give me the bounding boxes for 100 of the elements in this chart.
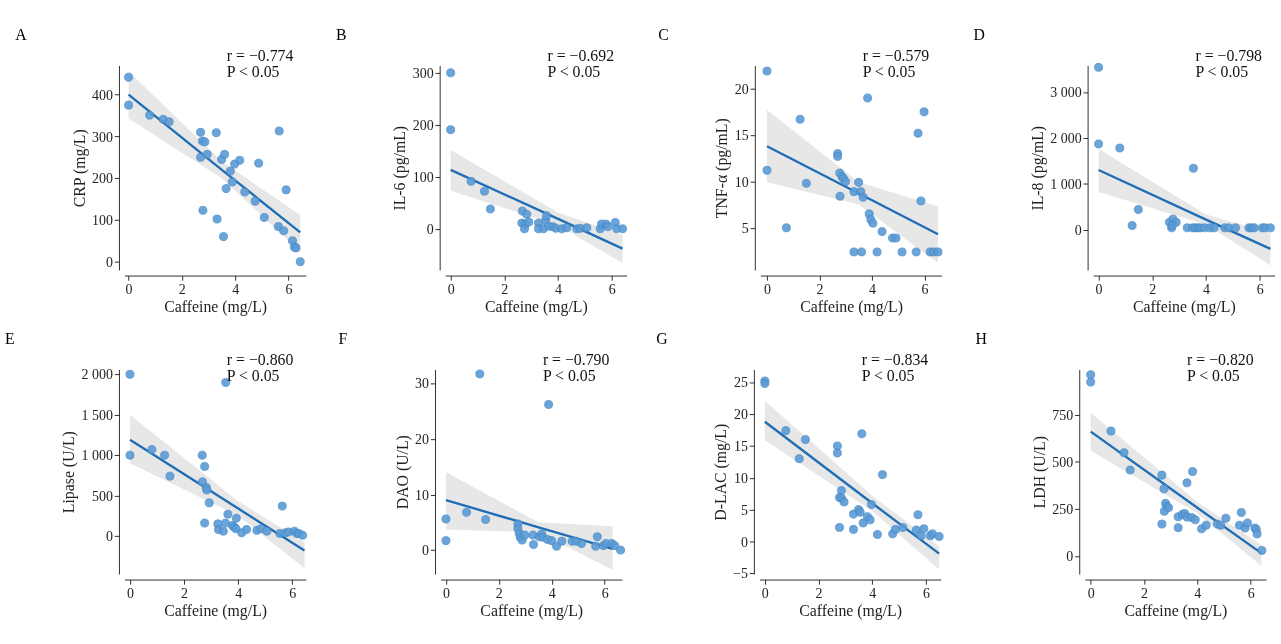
y-tick-label: 3 000: [1050, 85, 1082, 101]
y-tick-label: 200: [412, 118, 434, 134]
annotation: P < 0.05: [862, 62, 916, 80]
x-axis-title: Caffeine (mg/L): [1132, 298, 1236, 317]
x-tick-label: 0: [442, 585, 450, 601]
text: r = −0.798: [1195, 46, 1263, 64]
annotation: P < 0.05: [226, 366, 280, 384]
chart-title: A: [15, 26, 28, 44]
x-tick-label: 2: [501, 281, 509, 297]
chart-title: E: [4, 330, 15, 348]
x-tick-label: 2: [815, 585, 823, 601]
y-axis-title: Lipase (U/L): [60, 431, 79, 514]
x-tick-label: 4: [235, 585, 243, 601]
y-tick-label: 30: [415, 376, 430, 392]
x-tick-label: 0: [763, 281, 771, 297]
chart-title: H: [975, 330, 988, 348]
x-tick-label: 0: [125, 281, 133, 297]
x-tick-label: 0: [1087, 585, 1095, 601]
text: r = −0.834: [861, 350, 929, 368]
y-tick-label: 10: [734, 174, 749, 190]
x-tick-label: 6: [921, 281, 929, 297]
text: r = −0.692: [547, 46, 615, 64]
x-tick-label: 6: [1247, 585, 1255, 601]
x-axis-title: Caffeine (mg/L): [1124, 602, 1228, 621]
y-axis-title: LDH (U/L): [1030, 436, 1049, 509]
text: r = −0.790: [542, 350, 610, 368]
y-tick-label: 0: [740, 534, 748, 550]
y-tick-label: 1 500: [81, 407, 113, 423]
annotation: P < 0.05: [1195, 62, 1249, 80]
x-axis-title: Caffeine (mg/L): [800, 298, 903, 317]
y-tick-label: 5: [741, 220, 749, 236]
annotation: P < 0.05: [861, 366, 915, 384]
y-tick-label: 300: [412, 65, 434, 81]
y-tick-label: 1 000: [81, 448, 113, 464]
y-tick-label: 100: [412, 170, 434, 186]
x-tick-label: 6: [285, 281, 293, 297]
x-tick-label: 6: [289, 585, 297, 601]
y-tick-label: 0: [1066, 549, 1074, 565]
x-tick-label: 0: [761, 585, 769, 601]
x-tick-label: 0: [1095, 281, 1103, 297]
y-tick-label: 5: [740, 502, 748, 518]
x-axis-title: Caffeine (mg/L): [164, 602, 268, 621]
x-tick-label: 4: [232, 281, 240, 297]
y-tick-label: 20: [734, 81, 749, 97]
x-axis-title: Caffeine (mg/L): [484, 298, 588, 317]
y-tick-label: −5: [733, 566, 748, 582]
text: r = −0.860: [226, 350, 294, 368]
text: r = −0.579: [862, 46, 930, 64]
x-tick-label: 2: [1141, 585, 1149, 601]
text: r = −0.774: [226, 46, 294, 64]
x-tick-label: 6: [922, 585, 930, 601]
x-tick-label: 4: [1202, 281, 1210, 297]
x-tick-label: 0: [126, 585, 134, 601]
y-axis-title: D-LAC (mg/L): [711, 423, 730, 521]
chart-title: D: [973, 26, 985, 44]
x-tick-label: 2: [181, 585, 189, 601]
x-axis-title: Caffeine (mg/L): [164, 298, 268, 317]
y-tick-label: 0: [105, 529, 113, 545]
x-axis-title: Caffeine (mg/L): [480, 602, 584, 621]
y-tick-label: 15: [734, 128, 749, 144]
text: r = −0.820: [1187, 350, 1254, 368]
y-axis-title: CRP (mg/L): [70, 129, 89, 208]
y-tick-label: 20: [415, 432, 430, 448]
y-tick-label: 0: [105, 254, 113, 270]
y-tick-label: 0: [1074, 222, 1082, 238]
y-axis-title: TNF-α (pg/mL): [713, 118, 732, 219]
x-axis-title: Caffeine (mg/L): [799, 602, 902, 621]
x-tick-label: 2: [495, 585, 503, 601]
annotation: P < 0.05: [1187, 366, 1240, 384]
y-tick-label: 0: [422, 543, 430, 559]
y-tick-label: 1 000: [1050, 176, 1082, 192]
y-tick-label: 200: [92, 171, 113, 187]
annotation: P < 0.05: [226, 62, 280, 80]
y-axis-title: IL-8 (pg/mL): [1028, 125, 1047, 211]
y-tick-label: 750: [1052, 407, 1074, 423]
y-tick-label: 25: [733, 375, 748, 391]
x-tick-label: 4: [548, 585, 556, 601]
annotation: P < 0.05: [542, 366, 596, 384]
x-tick-label: 0: [447, 281, 455, 297]
annotation: P < 0.05: [547, 62, 601, 80]
y-tick-label: 300: [92, 129, 113, 145]
y-axis-title: DAO (U/L): [393, 435, 412, 510]
y-tick-label: 2 000: [1050, 131, 1082, 147]
chart-title: B: [336, 26, 347, 44]
y-tick-label: 10: [733, 470, 748, 486]
y-tick-label: 2 000: [81, 367, 113, 383]
chart-title: G: [656, 330, 668, 348]
chart-title: F: [338, 330, 348, 348]
x-tick-label: 6: [601, 585, 609, 601]
y-tick-label: 500: [1052, 454, 1074, 470]
chart-title: C: [658, 26, 669, 44]
y-axis-title: IL-6 (pg/mL): [391, 125, 410, 211]
y-tick-label: 15: [733, 439, 748, 455]
y-tick-label: 250: [1052, 501, 1074, 517]
y-tick-label: 20: [733, 407, 748, 423]
y-tick-label: 500: [92, 488, 113, 504]
x-tick-label: 2: [178, 281, 186, 297]
x-tick-label: 6: [608, 281, 616, 297]
x-tick-label: 6: [1256, 281, 1264, 297]
x-tick-label: 2: [816, 281, 824, 297]
